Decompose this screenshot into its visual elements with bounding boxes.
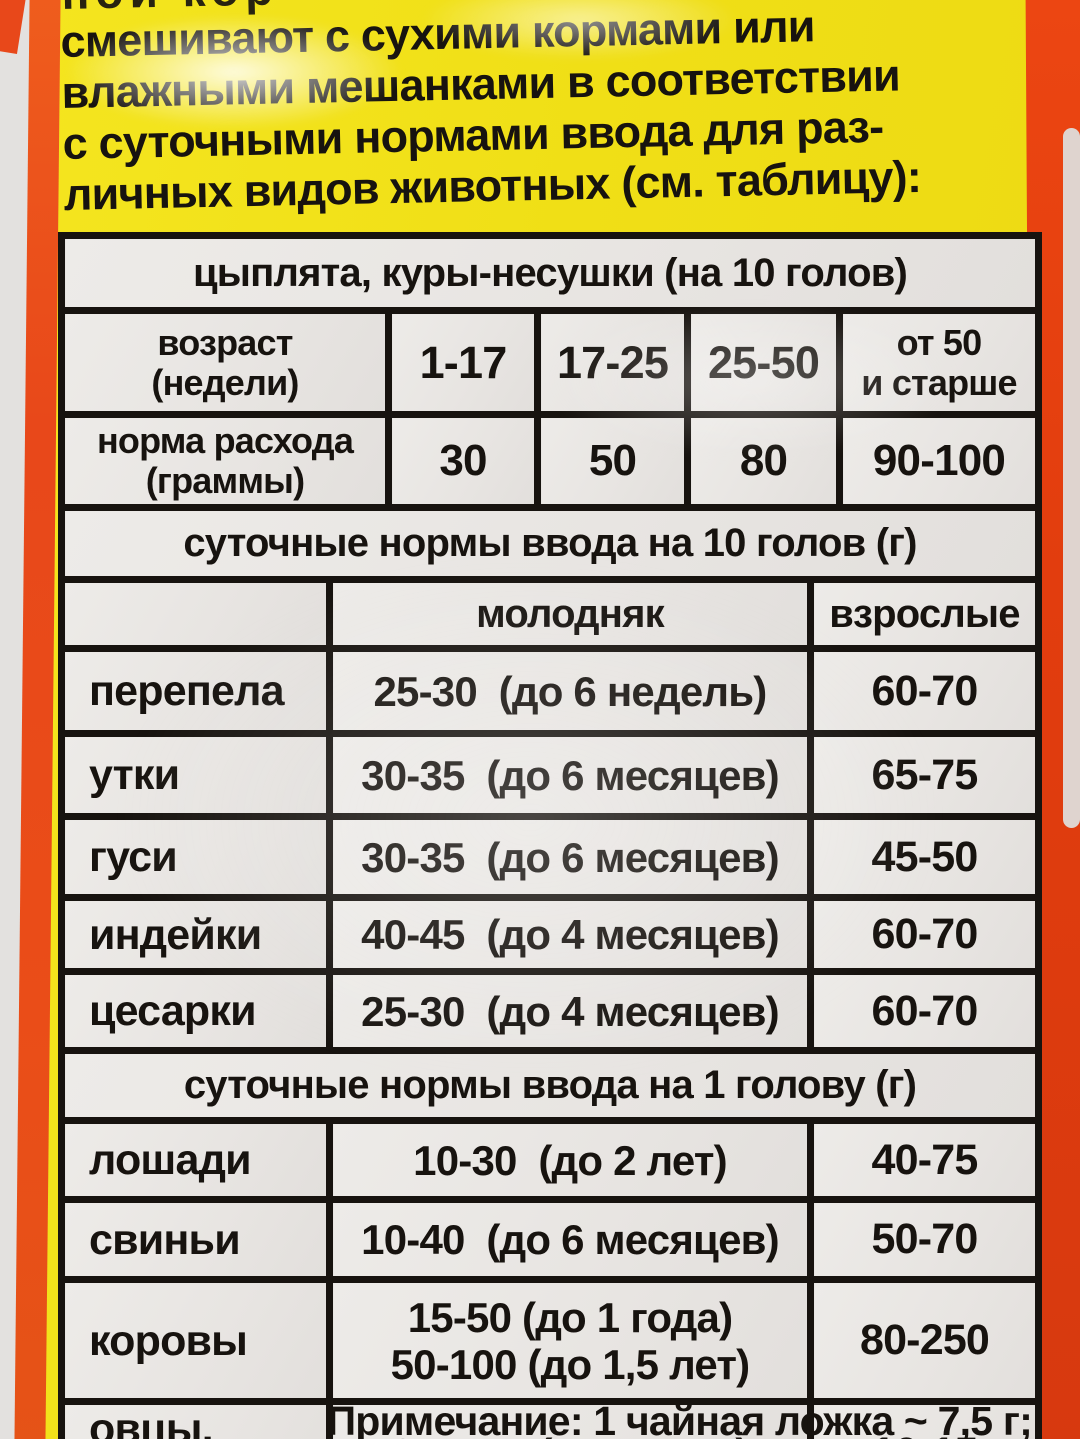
per-1-head-section-table: суточные нормы ввода на 1 голову (г) лош… bbox=[58, 1047, 1042, 1439]
table-row: перепела 25-30 (до 6 недель) 60-70 bbox=[58, 645, 1043, 737]
table-row: возраст (недели) 1-17 17-25 25-50 от 50 … bbox=[58, 307, 1042, 418]
norm-label-cell: норма расхода (граммы) bbox=[58, 411, 392, 511]
table-row: молодняк взрослые bbox=[58, 576, 1043, 652]
table-row: свиньи 10-40 (до 6 месяцев) 50-70 bbox=[58, 1196, 1042, 1283]
young-value-cell: 10-30 (до 2 лет) bbox=[326, 1117, 814, 1203]
table-row: индейки 40-45 (до 4 месяцев) 60-70 bbox=[58, 894, 1043, 975]
table-row: коровы 15-50 (до 1 года) 50-100 (до 1,5 … bbox=[58, 1276, 1042, 1405]
norm-value-cell: 80 bbox=[684, 411, 843, 511]
young-value-cell: 25-30 (до 4 месяцев) bbox=[326, 968, 814, 1054]
age-value-cell: от 50 и старше bbox=[836, 307, 1042, 418]
young-value-cell: 30-35 (до 6 месяцев) bbox=[326, 730, 814, 820]
norm-value-cell: 30 bbox=[385, 411, 541, 511]
table-row: норма расхода (граммы) 30 50 80 90-100 bbox=[58, 411, 1042, 511]
adult-value-cell: 65-75 bbox=[806, 730, 1043, 820]
young-value-cell: 40-45 (до 4 месяцев) bbox=[326, 894, 814, 975]
table-row: утки 30-35 (до 6 месяцев) 65-75 bbox=[58, 730, 1043, 820]
adult-value-cell: 60-70 bbox=[806, 645, 1043, 737]
adult-value-cell: 80-250 bbox=[807, 1276, 1042, 1405]
young-value-cell: 25-30 (до 6 недель) bbox=[326, 645, 814, 737]
table-row: овцы, козы 3,0-7,0 (до 1 года) 10-15 bbox=[58, 1398, 1042, 1439]
animal-name-cell: цесарки bbox=[58, 968, 333, 1054]
animal-name-cell: утки bbox=[58, 730, 333, 820]
animal-name-cell: перепела bbox=[58, 645, 333, 737]
adult-value-cell: 45-50 bbox=[806, 813, 1043, 901]
intro-paragraph: ной кор смешивают с сухими кормами или в… bbox=[60, 0, 1049, 220]
animal-name-cell: гуси bbox=[58, 813, 333, 901]
teaspoon-note: Примечание: 1 чайная ложка ~ 7,5 г; bbox=[326, 1398, 1033, 1439]
adult-value-cell: 40-75 bbox=[807, 1117, 1042, 1203]
young-value-cell: 30-35 (до 6 месяцев) bbox=[326, 813, 814, 901]
age-value-cell: 1-17 bbox=[385, 307, 541, 418]
column-header-adult: взрослые bbox=[806, 576, 1043, 652]
adult-value-cell: 60-70 bbox=[806, 968, 1043, 1054]
table-row: лошади 10-30 (до 2 лет) 40-75 bbox=[58, 1117, 1042, 1203]
empty-header-cell bbox=[58, 576, 333, 652]
animal-name-cell: лошади bbox=[58, 1117, 333, 1203]
adult-value-cell: 50-70 bbox=[807, 1196, 1042, 1283]
age-value-cell: 17-25 bbox=[534, 307, 691, 418]
top-left-orange-corner bbox=[0, 0, 27, 54]
section3-title: суточные нормы ввода на 1 голову (г) bbox=[58, 1047, 1042, 1124]
column-header-young: молодняк bbox=[326, 576, 814, 652]
table-row: цыплята, куры-несушки (на 10 голов) bbox=[58, 232, 1042, 314]
adult-value-cell: 10-15 bbox=[807, 1398, 1042, 1439]
animal-name-cell: индейки bbox=[58, 894, 333, 975]
young-value-cell: 10-40 (до 6 месяцев) bbox=[326, 1196, 814, 1283]
table-row: гуси 30-35 (до 6 месяцев) 45-50 bbox=[58, 813, 1043, 901]
young-value-cell: 3,0-7,0 (до 1 года) bbox=[326, 1398, 814, 1439]
section1-title: цыплята, куры-несушки (на 10 голов) bbox=[58, 232, 1042, 314]
young-value-cell: 15-50 (до 1 года) 50-100 (до 1,5 лет) bbox=[326, 1276, 814, 1405]
animal-name-cell: свиньи bbox=[58, 1196, 333, 1283]
animal-name-cell: коровы bbox=[58, 1276, 333, 1405]
package-edge-highlight bbox=[1063, 128, 1080, 828]
table-row: цесарки 25-30 (до 4 месяцев) 60-70 bbox=[58, 968, 1043, 1054]
animal-name-cell: овцы, козы bbox=[58, 1398, 333, 1439]
chickens-section-table: цыплята, куры-несушки (на 10 голов) возр… bbox=[58, 232, 1042, 511]
feeding-norms-table: цыплята, куры-несушки (на 10 голов) возр… bbox=[57, 232, 1043, 1439]
age-label-cell: возраст (недели) bbox=[58, 307, 392, 418]
age-value-cell: 25-50 bbox=[684, 307, 843, 418]
section2-title: суточные нормы ввода на 10 голов (г) bbox=[57, 504, 1043, 583]
adult-value-cell: 60-70 bbox=[806, 894, 1043, 975]
per-10-heads-section-table: суточные нормы ввода на 10 голов (г) мол… bbox=[57, 504, 1043, 1054]
norm-value-cell: 50 bbox=[534, 411, 691, 511]
table-row: суточные нормы ввода на 1 голову (г) bbox=[58, 1047, 1042, 1124]
table-row: суточные нормы ввода на 10 голов (г) bbox=[57, 504, 1043, 583]
norm-value-cell: 90-100 bbox=[836, 411, 1042, 511]
